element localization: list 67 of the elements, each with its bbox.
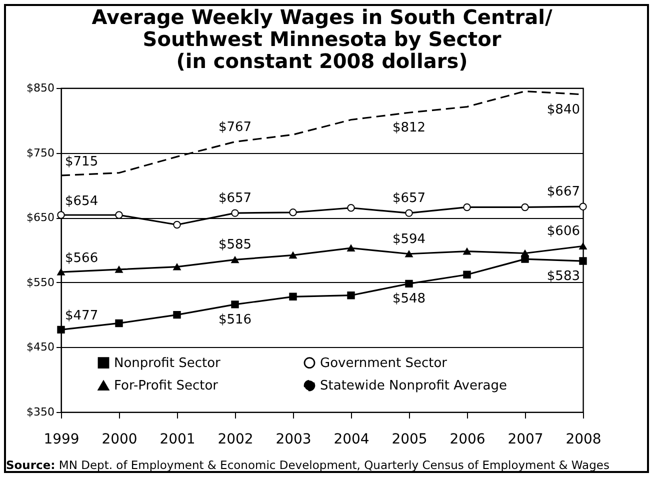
- data-label: $594: [392, 232, 426, 247]
- source-note: Source: MN Dept. of Employment & Economic Development, Quarterly Census of Employment & Wages: [6, 458, 610, 472]
- data-label: $657: [392, 191, 426, 206]
- point: [347, 204, 355, 212]
- point: [231, 300, 239, 308]
- legend-label: Statewide Nonprofit Average: [320, 378, 508, 394]
- data-label: $654: [65, 194, 98, 210]
- point: [115, 266, 123, 273]
- point: [173, 310, 181, 319]
- y-tick-label: $650: [26, 211, 54, 224]
- point: [521, 250, 529, 257]
- legend-label: For-Profit Sector: [114, 378, 219, 394]
- y-tick-label: $750: [26, 146, 54, 160]
- x-tick-label: 2003: [276, 432, 312, 448]
- point: [521, 203, 529, 212]
- legend-label: Nonprofit Sector: [114, 356, 222, 371]
- point: [463, 203, 471, 212]
- point: [579, 242, 587, 250]
- point: [231, 209, 239, 217]
- y-tick-label: $450: [26, 340, 54, 354]
- point: [579, 202, 587, 210]
- point: [57, 326, 65, 334]
- y-tick-label: $850: [26, 82, 54, 94]
- x-tick-label: 2006: [450, 432, 486, 448]
- point: [289, 252, 297, 259]
- chart-title: Average Weekly Wages in South Central/ Southwest Minnesota by Sector (in constant 2008 dollars): [92, 5, 553, 73]
- point: [173, 220, 181, 229]
- y-tick-label: $350: [26, 406, 54, 418]
- data-label: $715: [65, 154, 98, 170]
- x-tick-label: 2000: [102, 432, 138, 448]
- data-label: $657: [218, 191, 252, 206]
- data-label: $583: [546, 269, 580, 284]
- point: [115, 319, 123, 328]
- point: [521, 255, 529, 263]
- point: [463, 270, 471, 278]
- data-label: $566: [65, 251, 98, 266]
- data-label: $477: [65, 308, 98, 324]
- point: [289, 292, 297, 301]
- point: [231, 256, 239, 264]
- point: [115, 211, 123, 219]
- point: [57, 268, 65, 276]
- point: [405, 280, 413, 288]
- data-label: $516: [218, 312, 252, 328]
- data-label: $840: [546, 102, 580, 118]
- data-label: $767: [218, 120, 252, 135]
- y-tick-label: $550: [26, 276, 54, 289]
- data-label: $606: [546, 224, 580, 240]
- point: [289, 208, 297, 216]
- x-tick-label: 2007: [508, 432, 544, 448]
- data-label: $548: [392, 292, 426, 307]
- x-tick-label: 1999: [44, 432, 80, 448]
- data-label: $667: [546, 184, 580, 200]
- x-tick-label: 2002: [218, 432, 254, 448]
- point: [347, 244, 355, 252]
- data-label: $812: [392, 120, 426, 136]
- point: [579, 257, 587, 265]
- point: [463, 248, 471, 255]
- x-tick-label: 2001: [160, 432, 196, 448]
- point: [173, 263, 181, 270]
- point: [405, 209, 413, 217]
- point: [405, 250, 413, 258]
- point: [347, 292, 355, 300]
- data-label: $585: [218, 238, 252, 253]
- x-tick-label: 2004: [334, 432, 370, 448]
- legend-label: Government Sector: [320, 356, 448, 371]
- x-tick-label: 2008: [566, 432, 602, 448]
- x-tick-label: 2005: [392, 432, 428, 448]
